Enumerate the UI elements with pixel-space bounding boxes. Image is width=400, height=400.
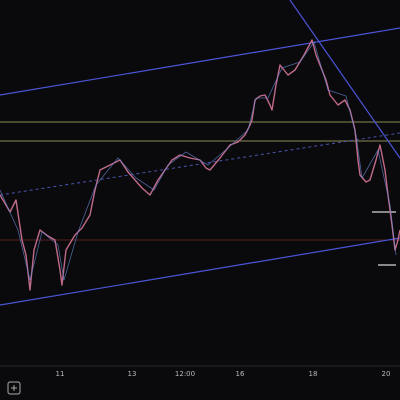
channel-middle (0, 132, 400, 196)
x-axis-labels: 11 13 12:00 16 18 20 (56, 370, 391, 378)
price-line-secondary (0, 41, 397, 281)
x-axis-label: 11 (56, 370, 65, 378)
timezone-button[interactable] (7, 381, 21, 395)
x-axis-label: 12:00 (175, 370, 195, 378)
x-axis-label: 13 (128, 370, 137, 378)
x-axis-label: 20 (382, 370, 391, 378)
button-glyph (11, 385, 17, 391)
button-icon[interactable] (7, 381, 21, 395)
price-line (0, 39, 400, 291)
x-axis-label: 18 (309, 370, 318, 378)
channel-upper (0, 27, 400, 96)
channel-lower (0, 237, 400, 306)
trend-line (289, 0, 400, 159)
x-axis-label: 16 (236, 370, 245, 378)
